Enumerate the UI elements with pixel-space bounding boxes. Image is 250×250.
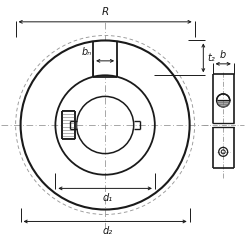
Text: b: b xyxy=(220,50,226,60)
Text: R: R xyxy=(102,7,109,17)
Text: bₙ: bₙ xyxy=(81,48,91,58)
Text: t₂: t₂ xyxy=(207,53,215,63)
Text: d₂: d₂ xyxy=(102,226,113,236)
Text: d₁: d₁ xyxy=(102,193,113,203)
Bar xyxy=(93,41,117,77)
Bar xyxy=(62,111,75,139)
